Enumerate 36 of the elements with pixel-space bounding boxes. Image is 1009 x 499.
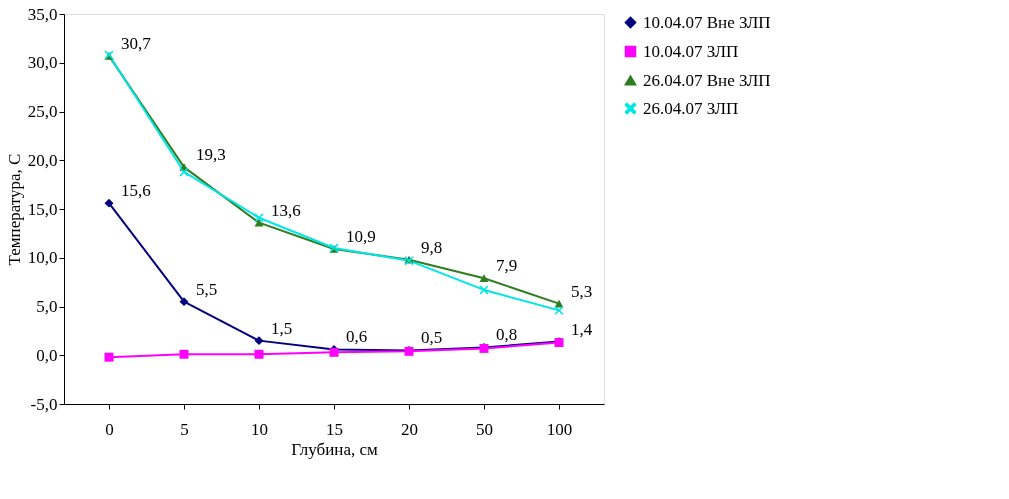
data-label: 15,6 [121, 181, 151, 201]
legend-label: 10.04.07 ЗЛП [643, 41, 739, 61]
y-tick-label: 10,0 [27, 248, 58, 268]
legend-label: 26.04.07 ЗЛП [643, 98, 739, 118]
y-tick-label: -5,0 [30, 394, 58, 414]
x-tick-label: 20 [401, 419, 418, 439]
y-tick-label: 35,0 [27, 4, 58, 24]
x-tick-label: 0 [105, 419, 114, 439]
data-label: 0,5 [421, 328, 443, 348]
y-tick-label: 30,0 [27, 53, 58, 73]
y-tick-label: 25,0 [27, 102, 58, 121]
legend-label: 26.04.07 Вне ЗЛП [643, 70, 771, 90]
data-label: 30,7 [121, 33, 152, 53]
x-tick-label: 100 [546, 419, 573, 439]
data-label: 0,6 [346, 327, 368, 347]
legend-label: 10.04.07 Вне ЗЛП [643, 12, 771, 32]
data-label: 1,4 [571, 319, 593, 339]
x-tick-label: 15 [326, 419, 343, 439]
data-label: 5,5 [196, 279, 218, 299]
x-axis-title: Глубина, см [291, 439, 378, 459]
data-label: 5,3 [571, 281, 593, 301]
data-label: 0,8 [496, 325, 518, 345]
x-tick-label: 50 [476, 419, 493, 439]
data-label: 10,9 [346, 226, 376, 246]
y-tick-label: 5,0 [36, 297, 58, 316]
data-label: 13,6 [271, 200, 301, 220]
data-label: 9,8 [421, 237, 443, 257]
y-axis-title: Температура, С [4, 153, 24, 266]
data-label: 1,5 [271, 318, 293, 338]
y-tick-label: 0,0 [36, 345, 58, 365]
x-tick-label: 10 [251, 419, 268, 439]
x-tick-label: 5 [180, 419, 189, 439]
y-tick-label: 20,0 [27, 150, 58, 170]
data-label: 7,9 [496, 256, 518, 276]
data-label: 19,3 [196, 145, 226, 165]
y-tick-label: 15,0 [27, 199, 58, 219]
